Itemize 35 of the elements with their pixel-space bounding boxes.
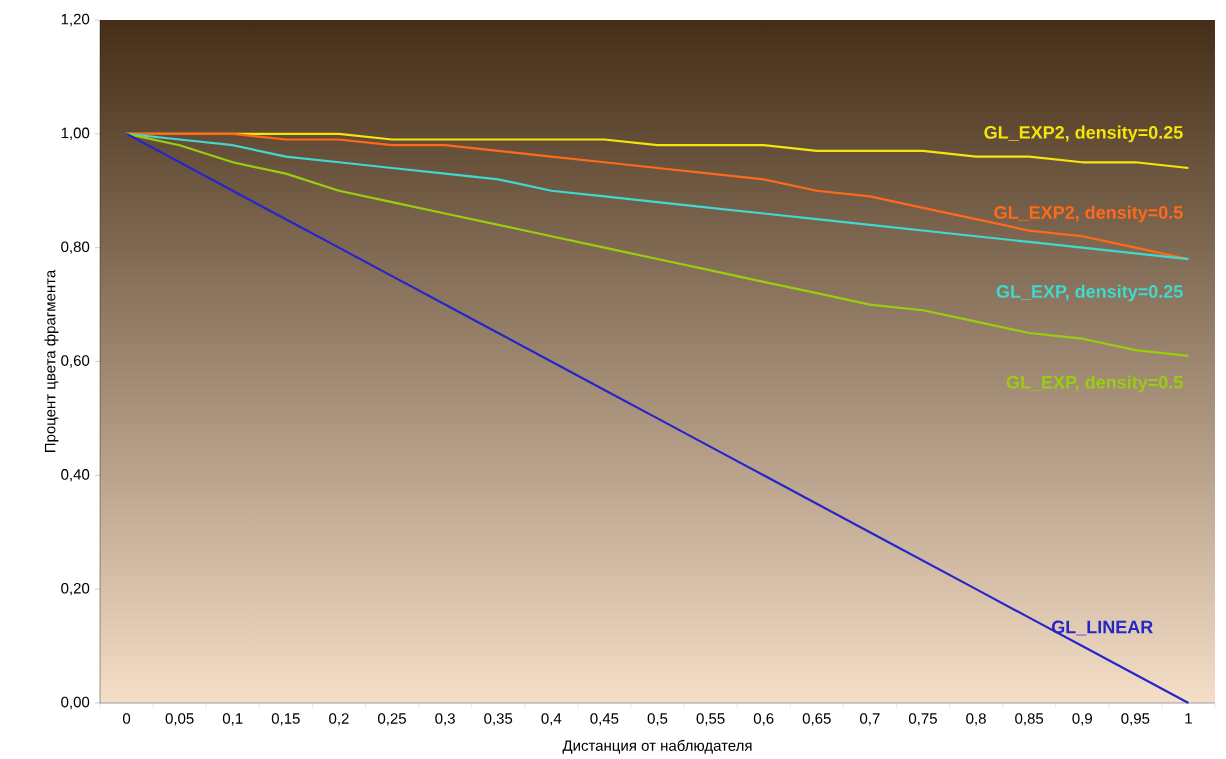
- series-label: GL_EXP2, density=0.5: [994, 205, 1183, 223]
- x-tick-label: 0,95: [1121, 713, 1150, 726]
- x-axis-title: Дистанция от наблюдателя: [562, 739, 752, 754]
- y-tick-label: 0,20: [61, 583, 90, 596]
- x-tick-label: 0,6: [753, 713, 774, 726]
- x-tick-label: 1: [1185, 713, 1192, 724]
- y-tick-label: 0,80: [61, 241, 90, 254]
- x-tick-label: 0,05: [165, 713, 194, 726]
- x-tick-label: 0,8: [966, 713, 986, 726]
- x-tick-label: 0,4: [541, 713, 562, 726]
- series-label: GL_EXP, density=0.5: [1006, 375, 1183, 393]
- y-tick-label: 1,20: [61, 13, 90, 27]
- y-tick-label: 1,00: [61, 127, 90, 141]
- y-tick-label: 0,60: [61, 355, 90, 368]
- x-tick-label: 0,25: [378, 713, 406, 726]
- x-tick-label: 0,45: [590, 713, 619, 726]
- x-tick-label: 0,5: [647, 713, 668, 726]
- x-tick-label: 0,75: [908, 713, 937, 726]
- y-tick-label: 0,00: [61, 696, 90, 710]
- y-tick-label: 0,40: [61, 469, 90, 482]
- x-tick-label: 0,1: [222, 713, 243, 726]
- x-tick-label: 0,35: [484, 713, 513, 726]
- x-tick-label: 0,2: [329, 713, 349, 726]
- series-label: GL_EXP, density=0.25: [996, 284, 1183, 302]
- x-tick-label: 0: [122, 713, 131, 724]
- y-axis-title: Процент цвета фрагмента: [44, 269, 59, 453]
- x-tick-label: 0,85: [1015, 713, 1044, 726]
- series-label: GL_EXP2, density=0.25: [984, 125, 1183, 143]
- x-tick-label: 0,15: [271, 713, 300, 726]
- x-tick-label: 0,7: [860, 713, 880, 726]
- x-tick-label: 0,9: [1072, 713, 1092, 726]
- x-tick-label: 0,3: [435, 713, 455, 726]
- x-tick-label: 0,55: [696, 713, 725, 726]
- series-label: GL_LINEAR: [1051, 620, 1153, 636]
- x-tick-label: 0,65: [802, 713, 831, 726]
